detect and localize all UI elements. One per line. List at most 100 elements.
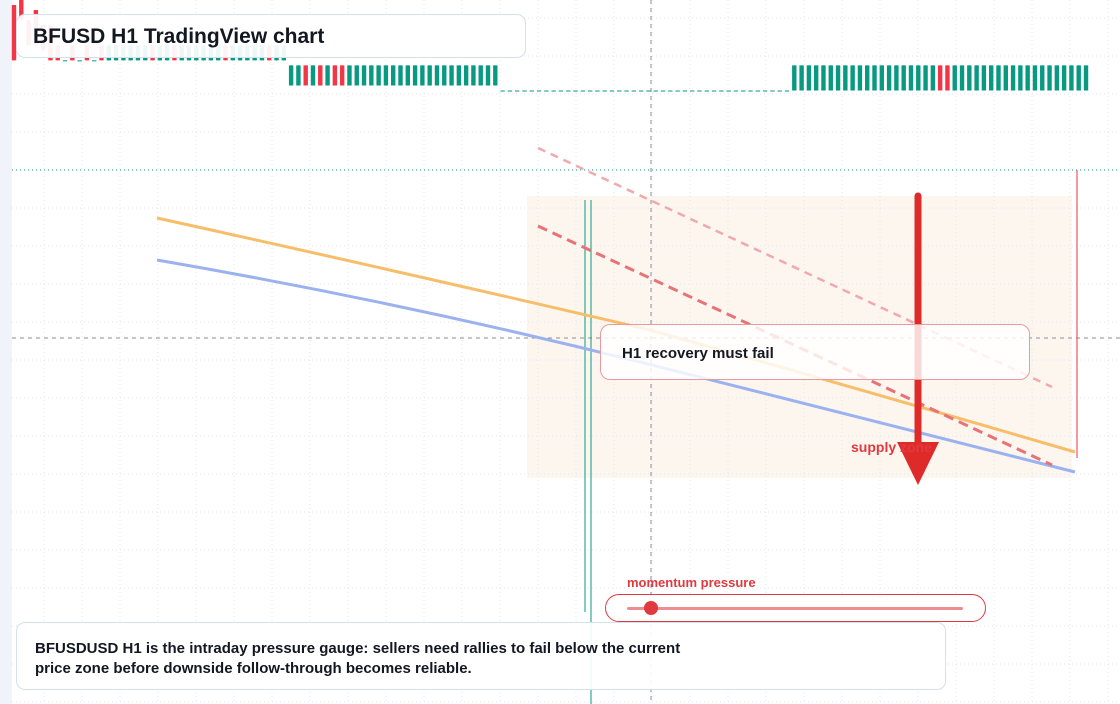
candle-body (930, 65, 936, 91)
candle-body (668, 90, 673, 92)
candle-body (886, 65, 892, 91)
candle-body (923, 65, 928, 91)
candle-body (288, 65, 294, 86)
candle-body (806, 65, 812, 91)
candle-body (383, 65, 389, 86)
candle-body (463, 65, 469, 86)
candle-body (697, 90, 702, 92)
candle-body (500, 90, 505, 92)
candle-body (296, 65, 301, 86)
candle-body (704, 90, 709, 92)
caption-panel: BFUSDUSD H1 is the intraday pressure gau… (16, 622, 946, 690)
candle-body (1040, 65, 1045, 91)
left-scale-strip (0, 0, 12, 704)
candle-body (442, 65, 447, 86)
candle-body (638, 90, 644, 92)
candle-body (1061, 65, 1067, 91)
candle-body (391, 65, 396, 86)
candle-body (420, 65, 425, 86)
candle-body (536, 90, 542, 92)
candle-body (62, 60, 68, 62)
candle-body (318, 65, 323, 86)
candle-body (988, 65, 994, 91)
recovery-note: H1 recovery must fail (622, 345, 774, 362)
candle-body (1076, 65, 1081, 91)
recovery-note-box: H1 recovery must fail (600, 324, 1030, 380)
candle-body (551, 90, 556, 92)
candle-body (471, 65, 476, 86)
candle-body (405, 65, 410, 86)
candle-body (748, 90, 753, 92)
candle-body (799, 65, 804, 91)
candle-body (901, 65, 906, 91)
candle-body (879, 65, 885, 91)
title-panel: BFUSD H1 TradingView chart (16, 14, 526, 58)
candle-body (398, 65, 403, 86)
candle-body (303, 65, 308, 86)
candle-body (865, 65, 870, 91)
candle-body (434, 65, 440, 86)
momentum-pressure-gauge[interactable] (605, 594, 986, 622)
candle-body (77, 60, 82, 62)
candle-body (332, 65, 338, 86)
candle-body (762, 90, 768, 92)
candle-body (821, 65, 826, 91)
candle-body (646, 90, 651, 92)
candle-body (361, 65, 367, 86)
candle-body (485, 65, 491, 86)
caption: BFUSDUSD H1 is the intraday pressure gau… (35, 640, 681, 677)
candle-body (653, 90, 658, 92)
candle-body (675, 90, 680, 92)
candle-body (1025, 65, 1030, 91)
candle-body (624, 90, 629, 92)
candle-body (412, 65, 418, 86)
candle-body (617, 90, 622, 92)
arrow-down-icon (897, 442, 939, 485)
candle-body (1003, 65, 1008, 91)
candle-body (996, 65, 1001, 91)
candle-body (449, 65, 454, 86)
trendline-upper (537, 146, 1053, 389)
candle-body (850, 65, 855, 91)
candle-body (967, 65, 972, 91)
candle-body (507, 90, 513, 92)
chart-title: BFUSD H1 TradingView chart (33, 25, 325, 48)
candle-body (544, 90, 549, 92)
candle-body (602, 90, 607, 92)
gauge-knob[interactable] (643, 601, 658, 615)
candle-body (19, 0, 24, 21)
candle-body (11, 5, 17, 61)
supply-zone-label: supply zone (851, 439, 932, 455)
candle-body (1010, 65, 1016, 91)
candle-body (347, 65, 352, 86)
candle-body (631, 90, 637, 92)
candle-body (682, 90, 688, 92)
candle-body (376, 65, 381, 86)
candle-body (529, 90, 534, 92)
candle-body (835, 65, 841, 91)
candle-body (733, 90, 739, 92)
candle-body (1032, 65, 1038, 91)
candle-body (945, 65, 950, 91)
candle-body (587, 90, 593, 92)
candle-body (609, 90, 615, 92)
candle-body (522, 90, 527, 92)
candle-body (339, 65, 345, 86)
candle-body (660, 90, 666, 92)
candle-body (580, 90, 586, 92)
candle-body (1054, 65, 1060, 91)
candle-body (959, 65, 965, 91)
candle-body (813, 65, 819, 91)
candle-body (777, 90, 782, 92)
candle-body (493, 65, 498, 86)
candle-body (974, 65, 979, 91)
candle-body (1047, 65, 1052, 91)
gauge-track (627, 607, 963, 610)
candle-body (770, 90, 775, 92)
candle-body (981, 65, 987, 91)
candle-body (558, 90, 564, 92)
candle-body (937, 65, 943, 91)
candle-body (784, 90, 790, 92)
candle-body (894, 65, 899, 91)
candle-body (741, 90, 746, 92)
